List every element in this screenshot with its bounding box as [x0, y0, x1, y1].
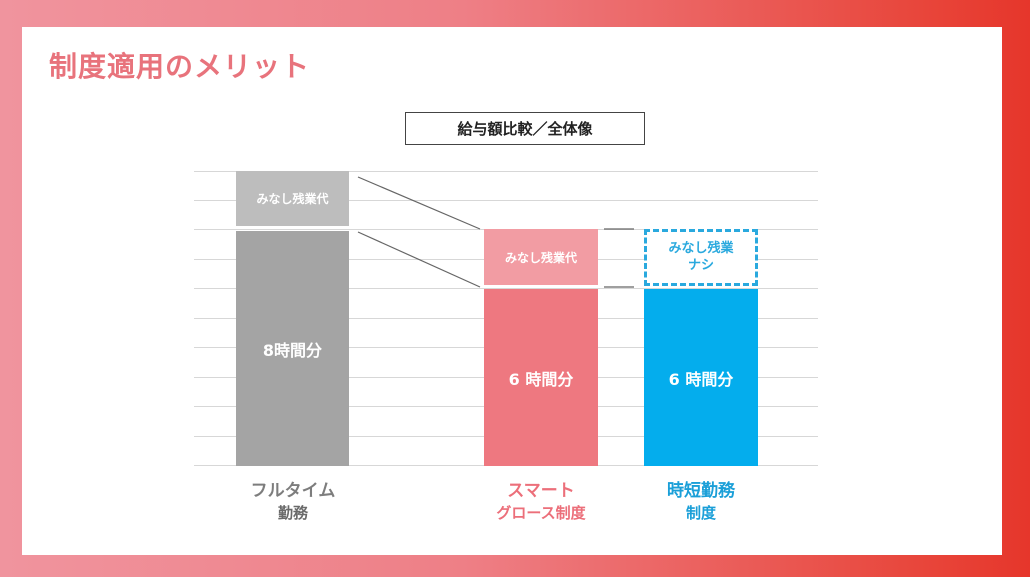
fulltime-hours-label: 8時間分 — [262, 340, 323, 360]
gridline — [194, 200, 818, 201]
smart-hours-label: 6 時間分 — [508, 369, 574, 389]
category-smart: スマート グロース制度 — [455, 480, 627, 523]
category-fulltime: フルタイム 勤務 — [222, 480, 364, 523]
gridline — [194, 288, 818, 289]
fulltime-hours-bar: 8時間分 — [236, 231, 349, 466]
category-jitan-line1: 時短勤務 — [667, 481, 735, 501]
slide-title: 制度適用のメリット — [49, 50, 311, 83]
jitan-no-overtime-label-1: みなし残業 — [668, 241, 734, 257]
slide: 制度適用のメリット 給与額比較／全体像 みなし残業代 8時間分 みなし残業代 6… — [22, 27, 1002, 555]
smart-hours-bar: 6 時間分 — [484, 289, 598, 466]
smart-overtime-label: みなし残業代 — [504, 250, 577, 265]
fulltime-overtime-label: みなし残業代 — [256, 192, 329, 206]
category-jitan-line2: 制度 — [685, 503, 716, 522]
connector-line — [357, 231, 481, 288]
gridline — [194, 171, 818, 172]
category-fulltime-line2: 勤務 — [277, 503, 308, 522]
connector-line — [357, 176, 481, 230]
category-jitan: 時短勤務 制度 — [634, 480, 768, 523]
fulltime-overtime-bar: みなし残業代 — [236, 171, 349, 226]
category-fulltime-line1: フルタイム — [250, 481, 336, 501]
smart-overtime-bar: みなし残業代 — [484, 229, 598, 285]
jitan-no-overtime-box: みなし残業 ナシ — [644, 229, 758, 286]
jitan-hours-bar: 6 時間分 — [644, 289, 758, 466]
category-smart-line1: スマート — [507, 481, 575, 501]
connector-lines — [357, 176, 634, 288]
jitan-no-overtime-label-2: ナシ — [687, 257, 714, 273]
comparison-subtitle: 給与額比較／全体像 — [405, 112, 645, 145]
category-smart-line2: グロース制度 — [496, 503, 586, 522]
jitan-hours-label: 6 時間分 — [668, 369, 734, 389]
